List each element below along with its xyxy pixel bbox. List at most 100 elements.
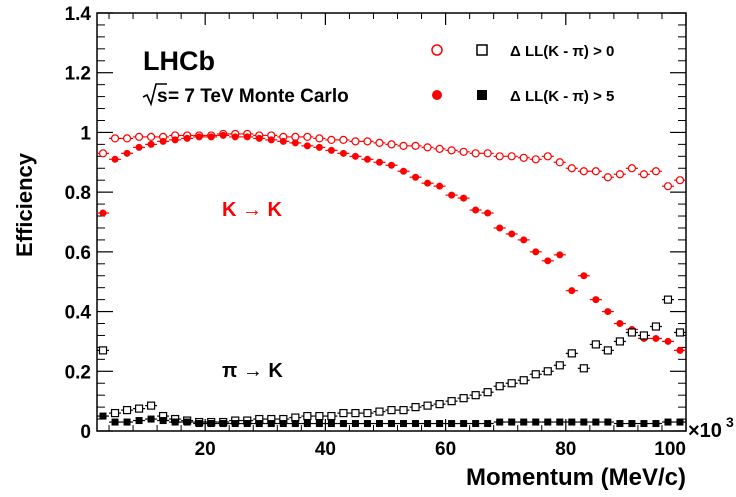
data-point	[159, 417, 167, 425]
data-point	[375, 138, 384, 147]
data-point	[520, 418, 528, 426]
data-point	[436, 182, 444, 190]
data-point	[303, 142, 311, 150]
data-point	[675, 328, 685, 337]
data-point	[99, 412, 107, 420]
data-point	[279, 137, 287, 145]
y-tick-label: 0	[80, 422, 91, 443]
data-point	[472, 420, 480, 428]
data-point	[183, 134, 191, 142]
data-point	[651, 322, 661, 331]
data-point	[675, 176, 685, 185]
data-point	[580, 418, 588, 426]
x-multiplier: ×10 3	[688, 414, 734, 442]
data-point	[363, 137, 372, 146]
data-point	[567, 164, 576, 173]
data-point	[543, 367, 552, 376]
data-point	[483, 149, 492, 158]
data-point	[532, 248, 540, 256]
data-point	[327, 135, 336, 144]
data-point	[267, 136, 275, 144]
data-point	[375, 158, 383, 166]
data-point	[315, 411, 324, 421]
data-point	[604, 308, 612, 316]
data-point	[567, 349, 576, 358]
data-point	[351, 152, 359, 160]
x-axis-title: Momentum (MeV/c)	[466, 464, 686, 491]
data-point	[639, 331, 649, 340]
legend-filled-square	[477, 90, 487, 100]
data-point	[496, 224, 504, 232]
data-point	[652, 334, 660, 342]
data-point	[519, 376, 528, 385]
x-multiplier-exponent: 3	[726, 414, 734, 430]
data-point	[146, 132, 156, 142]
data-point	[436, 420, 444, 428]
data-point	[400, 167, 408, 175]
data-point	[664, 418, 672, 426]
data-point	[255, 134, 263, 142]
data-point	[615, 337, 624, 346]
data-point	[615, 170, 624, 179]
data-point	[507, 379, 516, 388]
y-axis-title: Efficiency	[12, 152, 37, 257]
data-point	[435, 400, 444, 409]
data-point	[556, 251, 564, 259]
data-point	[291, 413, 300, 422]
legend-open-circle	[431, 44, 443, 56]
data-point	[628, 420, 636, 428]
data-point	[663, 182, 673, 191]
data-point	[135, 143, 143, 151]
data-point	[591, 167, 600, 176]
data-point	[495, 152, 504, 161]
data-point	[423, 401, 432, 410]
series-3	[97, 412, 686, 428]
energy-label: s = 7 TeV Monte Carlo	[142, 83, 349, 107]
legend-filled-circle	[432, 90, 442, 100]
data-point	[315, 420, 323, 428]
x-tick-label: 40	[315, 439, 336, 460]
data-point	[519, 153, 528, 162]
x-tick-label: 20	[195, 439, 216, 460]
data-point	[459, 147, 468, 156]
data-point	[495, 382, 504, 391]
data-point	[411, 403, 420, 412]
data-point	[507, 152, 516, 161]
data-point	[110, 134, 120, 143]
data-point	[591, 340, 600, 349]
data-point	[99, 209, 107, 217]
data-point	[592, 418, 600, 426]
data-point	[267, 420, 275, 428]
data-point	[279, 420, 287, 428]
data-point	[568, 418, 576, 426]
data-point	[508, 418, 516, 426]
data-point	[472, 206, 480, 214]
experiment-label: LHCb	[143, 46, 215, 76]
data-point	[544, 418, 552, 426]
data-point	[471, 149, 480, 158]
legend: Δ LL(K - π) > 0 Δ LL(K - π) > 5	[431, 43, 614, 105]
data-point	[435, 144, 444, 153]
y-tick-label: 1	[80, 123, 91, 144]
data-point	[412, 173, 420, 181]
series-1	[97, 131, 686, 354]
kk-label: K → K	[222, 199, 283, 221]
data-point	[448, 191, 456, 199]
y-tick-label: 0.2	[65, 362, 91, 383]
data-point	[459, 394, 468, 403]
data-point	[399, 141, 408, 150]
sqrt-sign	[142, 83, 167, 107]
x-tick-label: 80	[555, 439, 576, 460]
plot-frame	[96, 12, 687, 432]
data-point	[448, 420, 456, 428]
data-point	[531, 370, 540, 379]
data-point	[219, 420, 227, 428]
data-point	[579, 364, 588, 373]
data-point	[122, 134, 132, 143]
pik-label: π → K	[222, 360, 283, 382]
data-point	[652, 420, 660, 428]
axis-tick-labels: 20 40 60 80 100 0 0.2 0.4 0.6 0.8 1 1.2 1.4	[65, 4, 686, 460]
data-point	[195, 133, 203, 141]
data-point	[327, 420, 335, 428]
